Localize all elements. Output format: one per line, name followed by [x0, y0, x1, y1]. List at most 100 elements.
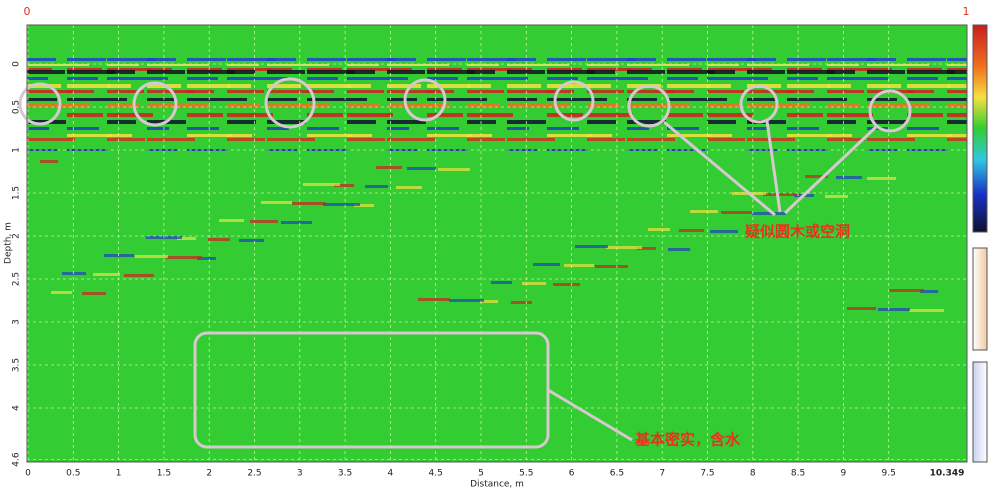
band	[507, 58, 536, 61]
band	[187, 113, 223, 117]
band	[93, 273, 120, 276]
band	[627, 70, 665, 74]
band	[878, 308, 910, 311]
band	[387, 58, 416, 61]
band	[787, 64, 809, 66]
band	[867, 77, 888, 80]
band	[827, 84, 851, 88]
band	[507, 64, 549, 66]
band	[947, 68, 967, 71]
band	[387, 127, 409, 130]
band	[947, 113, 967, 117]
band	[595, 265, 628, 268]
grid	[27, 25, 967, 462]
band	[747, 58, 776, 61]
band	[323, 203, 360, 206]
band	[107, 90, 144, 93]
band	[187, 68, 222, 71]
band	[627, 58, 656, 61]
band	[907, 98, 947, 101]
band	[347, 64, 379, 66]
band	[387, 104, 430, 107]
band	[467, 134, 492, 137]
band	[307, 127, 339, 130]
band	[387, 138, 435, 141]
plot-area	[27, 25, 967, 462]
band	[827, 77, 868, 80]
band	[387, 90, 434, 93]
band	[707, 104, 740, 107]
band	[427, 104, 450, 107]
band	[707, 138, 745, 141]
band	[307, 113, 343, 117]
band	[507, 127, 529, 130]
band	[267, 120, 306, 124]
band	[387, 68, 412, 71]
band	[467, 84, 491, 88]
band	[267, 64, 309, 66]
band	[627, 90, 674, 93]
band	[62, 272, 86, 275]
y-axis-label: Depth, m	[4, 222, 14, 264]
band	[507, 77, 528, 80]
band	[827, 134, 852, 137]
band	[547, 70, 595, 74]
pointer	[547, 388, 633, 442]
band	[564, 264, 594, 267]
band	[587, 68, 632, 71]
band	[667, 90, 694, 93]
band	[267, 68, 292, 71]
band	[347, 134, 372, 137]
band	[67, 64, 89, 66]
band	[227, 64, 259, 66]
band	[347, 68, 392, 71]
band	[507, 68, 532, 71]
band	[867, 64, 909, 66]
band	[587, 134, 612, 137]
band	[27, 64, 69, 66]
band	[507, 90, 554, 93]
band	[947, 134, 967, 137]
band	[787, 68, 822, 71]
x-tick-label: 1.5	[157, 469, 171, 479]
x-tick-label: 7	[659, 469, 665, 479]
band	[587, 113, 633, 117]
marker-circle	[132, 81, 178, 127]
band	[747, 104, 790, 107]
band	[177, 237, 196, 240]
band	[307, 58, 346, 61]
band	[827, 68, 872, 71]
marker-circle	[868, 89, 912, 133]
band	[303, 183, 340, 186]
band	[147, 58, 176, 61]
band	[547, 64, 569, 66]
band	[27, 90, 74, 93]
band	[627, 77, 648, 80]
band	[227, 113, 273, 117]
band	[752, 212, 786, 215]
y-tick-label: 3	[12, 319, 22, 325]
x-tick-label: 8.5	[791, 469, 805, 479]
band	[587, 98, 607, 101]
band	[721, 211, 752, 214]
band	[907, 113, 943, 117]
y-tick-label: 2.5	[12, 272, 22, 286]
band	[27, 58, 56, 61]
band	[227, 84, 251, 88]
band	[51, 291, 72, 294]
band	[427, 127, 459, 130]
band	[867, 177, 896, 180]
band	[547, 113, 583, 117]
band	[606, 246, 642, 249]
x-tick-label: 9.5	[882, 469, 896, 479]
band	[147, 104, 190, 107]
band	[867, 149, 898, 151]
band	[107, 138, 145, 141]
band	[847, 307, 876, 310]
band	[587, 70, 615, 74]
marker-circle	[403, 78, 447, 122]
band	[281, 221, 312, 224]
band	[547, 127, 579, 130]
band	[147, 70, 185, 74]
